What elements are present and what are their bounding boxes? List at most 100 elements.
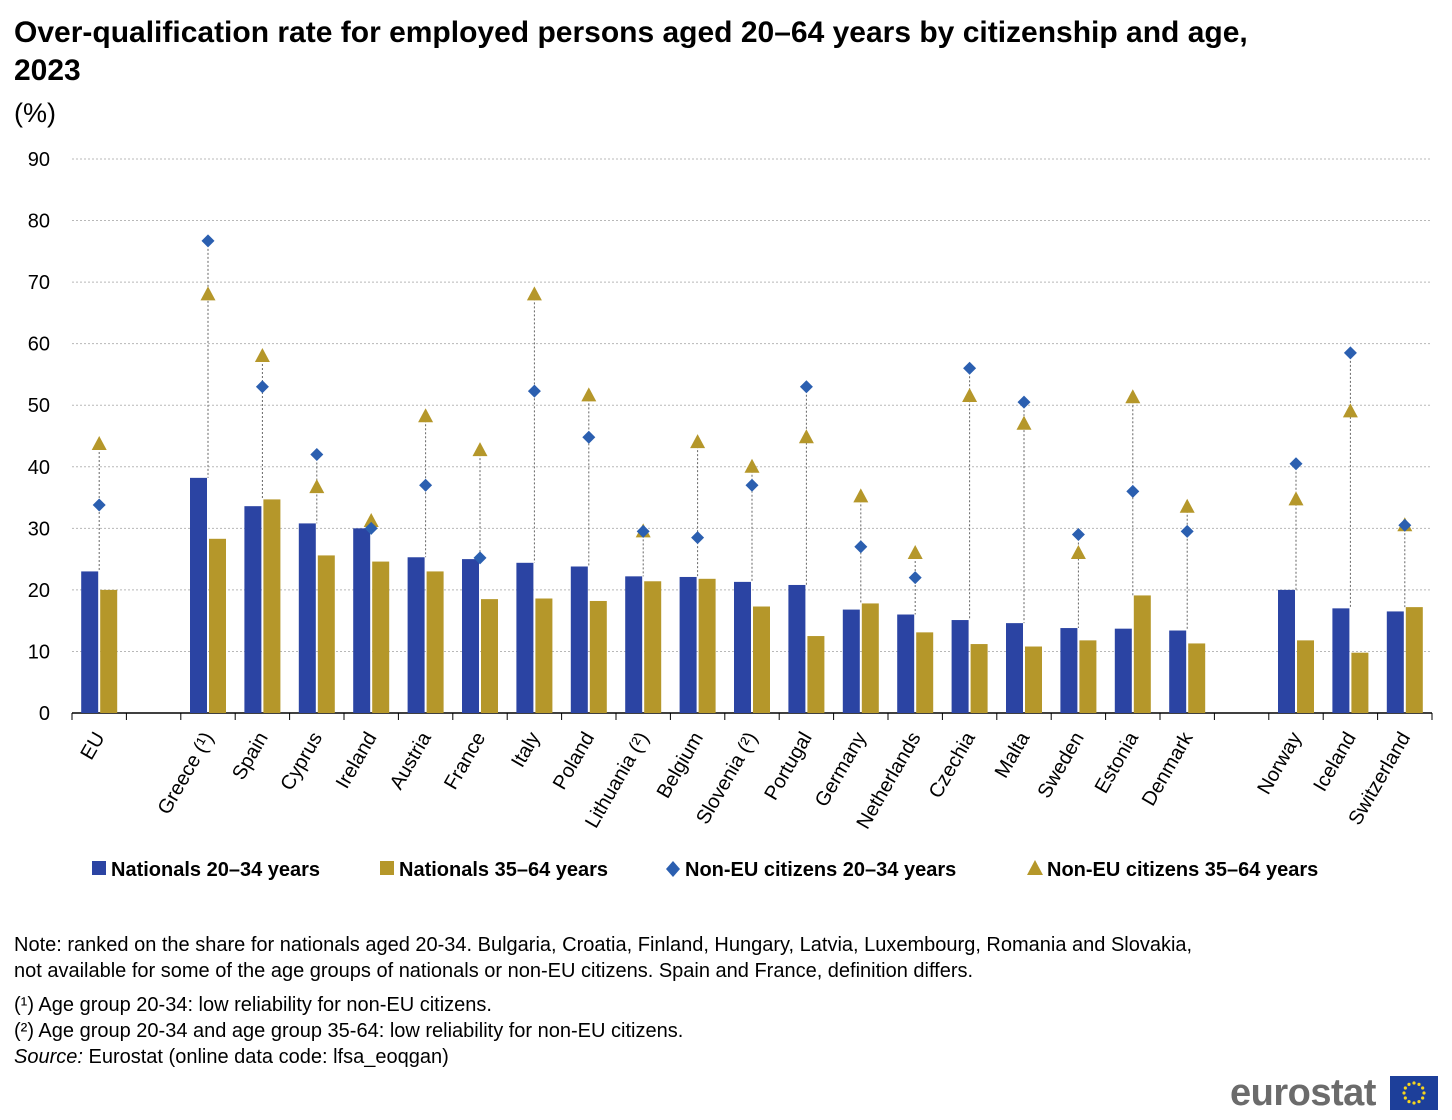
- x-tick-label: Italy: [507, 729, 544, 772]
- bar-nationals-20-34: [1006, 623, 1023, 713]
- bar-nationals-35-64: [372, 561, 390, 713]
- flag-star: [1403, 1086, 1407, 1090]
- marker-non-eu-20-34: [854, 540, 868, 554]
- marker-non-eu-35-64: [254, 347, 270, 362]
- bar-nationals-20-34: [462, 559, 479, 713]
- marker-non-eu-20-34: [908, 571, 922, 585]
- flag-star: [1422, 1091, 1426, 1095]
- bar-nationals-35-64: [481, 599, 498, 713]
- flag-star: [1412, 1101, 1416, 1105]
- bar-nationals-35-64: [644, 581, 662, 713]
- bar-nationals-20-34: [1114, 628, 1132, 713]
- flag-star: [1417, 1082, 1421, 1086]
- y-tick-label: 90: [28, 149, 50, 171]
- bar-nationals-20-34: [1332, 608, 1350, 713]
- bar-nationals-20-34: [81, 571, 99, 713]
- source-text: Eurostat (online data code: lfsa_eoqgan): [82, 1046, 449, 1068]
- marker-non-eu-35-64: [1288, 491, 1304, 506]
- y-tick-label: 70: [28, 272, 50, 294]
- flag-star: [1421, 1096, 1425, 1100]
- bar-nationals-20-34: [1060, 628, 1078, 713]
- marker-non-eu-35-64: [690, 434, 706, 449]
- y-tick-label: 50: [28, 395, 50, 417]
- bar-nationals-35-64: [426, 571, 444, 713]
- marker-non-eu-35-64: [363, 512, 379, 527]
- bar-nationals-35-64: [1188, 643, 1206, 713]
- marker-non-eu-20-34: [201, 234, 215, 248]
- marker-non-eu-35-64: [472, 442, 488, 457]
- flag-star: [1407, 1082, 1411, 1086]
- marker-non-eu-20-34: [582, 430, 596, 444]
- notes: Note: ranked on the share for nationals …: [14, 932, 1214, 1070]
- bar-nationals-20-34: [570, 566, 588, 713]
- x-tick-label: Cyprus: [276, 729, 327, 795]
- x-tick-label: France: [440, 729, 490, 794]
- legend-swatch: [1027, 860, 1043, 875]
- flag-star: [1417, 1100, 1421, 1104]
- marker-non-eu-20-34: [1289, 457, 1303, 471]
- marker-non-eu-20-34: [364, 521, 378, 535]
- bar-nationals-20-34: [1386, 611, 1404, 713]
- x-tick-label: Sweden: [1034, 729, 1089, 803]
- bar-nationals-35-64: [970, 644, 988, 713]
- x-tick-label: Czechia: [925, 728, 981, 802]
- marker-non-eu-35-64: [91, 436, 107, 451]
- bar-nationals-35-64: [861, 603, 879, 713]
- marker-non-eu-35-64: [1179, 498, 1195, 513]
- marker-non-eu-35-64: [798, 429, 814, 444]
- bar-nationals-20-34: [244, 506, 262, 713]
- x-tick-label: Poland: [549, 729, 599, 794]
- bar-nationals-20-34: [1169, 630, 1187, 713]
- bar-nationals-35-64: [807, 636, 825, 713]
- marker-non-eu-20-34: [1180, 524, 1194, 538]
- bar-nationals-20-34: [788, 584, 806, 713]
- marker-non-eu-20-34: [1017, 395, 1031, 409]
- bar-nationals-35-64: [209, 538, 226, 713]
- footnote-1: (¹) Age group 20-34: low reliability for…: [14, 994, 492, 1016]
- chart-unit: (%): [14, 98, 56, 128]
- bar-nationals-35-64: [100, 589, 118, 713]
- bar-nationals-20-34: [190, 477, 207, 713]
- bar-nationals-35-64: [916, 632, 934, 713]
- bar-nationals-20-34: [951, 620, 969, 713]
- bar-nationals-20-34: [298, 523, 316, 713]
- source-label: Source:: [14, 1046, 83, 1068]
- legend-item: Non-EU citizens 20–34 years: [666, 859, 956, 881]
- marker-non-eu-35-64: [1125, 389, 1141, 404]
- bar-nationals-35-64: [698, 578, 716, 713]
- legend-item: Non-EU citizens 35–64 years: [1027, 859, 1318, 881]
- marker-non-eu-20-34: [255, 380, 269, 394]
- legend-swatch: [92, 861, 106, 875]
- marker-non-eu-35-64: [1342, 403, 1358, 418]
- bar-nationals-35-64: [753, 606, 770, 713]
- marker-non-eu-35-64: [744, 458, 760, 473]
- logo-text: eurostat: [1230, 1072, 1376, 1114]
- marker-non-eu-35-64: [200, 286, 216, 301]
- eurostat-logo: eurostat: [1230, 1072, 1440, 1114]
- marker-non-eu-20-34: [1343, 346, 1357, 360]
- bar-nationals-35-64: [535, 598, 553, 713]
- marker-non-eu-35-64: [907, 544, 923, 559]
- chart: 0 10 20 30 40 50 60 70 80 90 EU Greece (¹) Spain Cypr…: [28, 149, 1433, 881]
- x-tick-label: Belgium: [653, 729, 708, 803]
- marker-non-eu-20-34: [963, 361, 977, 375]
- bar-nationals-20-34: [1278, 589, 1295, 713]
- bar-nationals-35-64: [1079, 640, 1097, 713]
- bar-nationals-35-64: [1025, 646, 1042, 713]
- x-tick-label: Ireland: [332, 729, 382, 793]
- x-tick-label: Austria: [386, 728, 437, 794]
- x-tick-label: Norway: [1253, 729, 1306, 799]
- x-tick-label: Estonia: [1091, 728, 1144, 798]
- bar-nationals-20-34: [516, 562, 534, 713]
- marker-non-eu-20-34: [419, 478, 433, 492]
- legend-label: Nationals 20–34 years: [111, 859, 320, 881]
- bar-nationals-20-34: [407, 557, 425, 713]
- source-line: Source: Eurostat (online data code: lfsa…: [14, 1044, 1214, 1070]
- y-tick-label: 60: [28, 334, 50, 356]
- flag-star: [1407, 1100, 1411, 1104]
- y-tick-label: 10: [28, 641, 50, 663]
- marker-non-eu-20-34: [691, 531, 705, 545]
- marker-non-eu-35-64: [1070, 544, 1086, 559]
- x-tick-label: Iceland: [1309, 729, 1360, 796]
- bar-nationals-35-64: [1405, 607, 1423, 713]
